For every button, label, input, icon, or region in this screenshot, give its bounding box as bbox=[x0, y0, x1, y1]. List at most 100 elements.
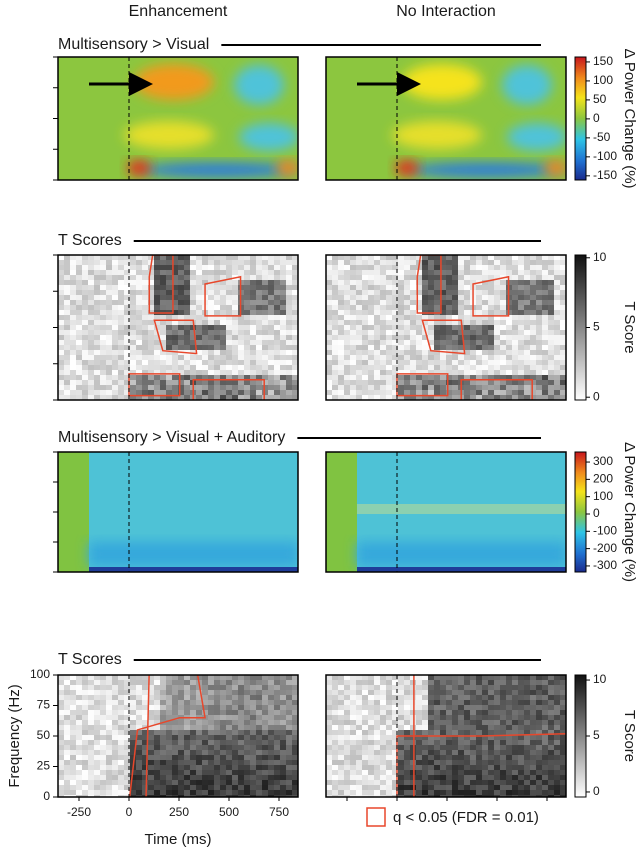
heatmap-cell bbox=[202, 720, 208, 725]
heatmap-cell bbox=[542, 790, 548, 795]
x-tick-label: 500 bbox=[219, 805, 239, 819]
heatmap-cell bbox=[518, 755, 524, 760]
heatmap-cell bbox=[542, 755, 548, 760]
heatmap-cell bbox=[208, 255, 214, 260]
heatmap-cell bbox=[238, 720, 244, 725]
heatmap-cell bbox=[476, 760, 482, 765]
heatmap-blob bbox=[276, 160, 298, 176]
heatmap-cell bbox=[464, 685, 470, 690]
heatmap-cell bbox=[344, 320, 350, 325]
heatmap-cell bbox=[470, 785, 476, 790]
heatmap-cell bbox=[226, 740, 232, 745]
heatmap-cell bbox=[524, 265, 530, 270]
heatmap-cell bbox=[274, 385, 280, 390]
heatmap bbox=[58, 452, 298, 572]
heatmap-cell bbox=[208, 310, 214, 315]
heatmap-cell bbox=[512, 760, 518, 765]
heatmap-cell bbox=[226, 715, 232, 720]
heatmap-cell bbox=[280, 385, 286, 390]
heatmap-cell bbox=[94, 795, 100, 797]
heatmap-cell bbox=[554, 295, 560, 300]
heatmap-cell bbox=[386, 695, 392, 700]
heatmap-cell bbox=[160, 735, 166, 740]
heatmap-cell bbox=[148, 690, 154, 695]
heatmap-cell bbox=[428, 375, 434, 380]
heatmap-cell bbox=[344, 735, 350, 740]
heatmap-cell bbox=[196, 325, 202, 330]
heatmap-cell bbox=[232, 730, 238, 735]
heatmap-cell bbox=[404, 320, 410, 325]
heatmap-cell bbox=[368, 305, 374, 310]
heatmap-cell bbox=[536, 280, 542, 285]
heatmap-cell bbox=[452, 790, 458, 795]
heatmap-cell bbox=[404, 705, 410, 710]
heatmap-cell bbox=[530, 300, 536, 305]
heatmap-cell bbox=[524, 745, 530, 750]
heatmap-cell bbox=[374, 700, 380, 705]
heatmap-cell bbox=[392, 790, 398, 795]
heatmap-cell bbox=[280, 735, 286, 740]
heatmap-cell bbox=[380, 740, 386, 745]
heatmap-cell bbox=[554, 735, 560, 740]
heatmap-cell bbox=[118, 780, 124, 785]
heatmap-cell bbox=[482, 305, 488, 310]
heatmap-cell bbox=[268, 300, 274, 305]
heatmap-cell bbox=[416, 285, 422, 290]
heatmap-cell bbox=[178, 790, 184, 795]
heatmap-cell bbox=[398, 725, 404, 730]
heatmap-cell bbox=[208, 370, 214, 375]
heatmap-cell bbox=[560, 340, 566, 345]
heatmap-cell bbox=[64, 260, 70, 265]
heatmap-cell bbox=[64, 285, 70, 290]
heatmap-cell bbox=[506, 705, 512, 710]
heatmap-cell bbox=[560, 735, 566, 740]
heatmap-cell bbox=[130, 390, 136, 395]
heatmap-cell bbox=[76, 330, 82, 335]
heatmap-cell bbox=[440, 755, 446, 760]
heatmap-cell bbox=[76, 270, 82, 275]
heatmap-cell bbox=[256, 685, 262, 690]
heatmap-cell bbox=[160, 290, 166, 295]
heatmap-cell bbox=[262, 320, 268, 325]
heatmap-cell bbox=[232, 365, 238, 370]
heatmap-cell bbox=[58, 280, 64, 285]
heatmap-cell bbox=[542, 795, 548, 797]
colorbar-tick-label: 150 bbox=[593, 54, 613, 68]
heatmap-cell bbox=[500, 765, 506, 770]
heatmap-cell bbox=[332, 715, 338, 720]
heatmap-cell bbox=[422, 375, 428, 380]
heatmap-cell bbox=[208, 785, 214, 790]
heatmap-cell bbox=[368, 690, 374, 695]
heatmap-cell bbox=[214, 760, 220, 765]
colorbar-tick-label: -50 bbox=[593, 130, 611, 144]
heatmap-cell bbox=[344, 340, 350, 345]
heatmap-cell bbox=[326, 280, 332, 285]
heatmap-cell bbox=[560, 720, 566, 725]
heatmap-cell bbox=[106, 275, 112, 280]
heatmap-cell bbox=[356, 770, 362, 775]
heatmap-cell bbox=[214, 675, 220, 680]
heatmap-cell bbox=[262, 685, 268, 690]
heatmap-cell bbox=[82, 745, 88, 750]
heatmap-cell bbox=[350, 785, 356, 790]
heatmap-cell bbox=[166, 700, 172, 705]
heatmap-cell bbox=[262, 385, 268, 390]
heatmap-cell bbox=[554, 790, 560, 795]
heatmap-cell bbox=[148, 325, 154, 330]
heatmap-cell bbox=[118, 700, 124, 705]
heatmap-cell bbox=[136, 710, 142, 715]
heatmap-cell bbox=[94, 745, 100, 750]
heatmap-cell bbox=[58, 320, 64, 325]
heatmap-cell bbox=[214, 740, 220, 745]
heatmap-cell bbox=[88, 375, 94, 380]
heatmap-cell bbox=[494, 360, 500, 365]
heatmap-cell bbox=[124, 325, 130, 330]
heatmap-cell bbox=[280, 715, 286, 720]
heatmap-cell bbox=[58, 330, 64, 335]
heatmap-cell bbox=[386, 280, 392, 285]
heatmap-cell bbox=[548, 365, 554, 370]
heatmap-cell bbox=[344, 680, 350, 685]
heatmap-cell bbox=[512, 315, 518, 320]
heatmap-cell bbox=[238, 730, 244, 735]
heatmap-cell bbox=[100, 390, 106, 395]
